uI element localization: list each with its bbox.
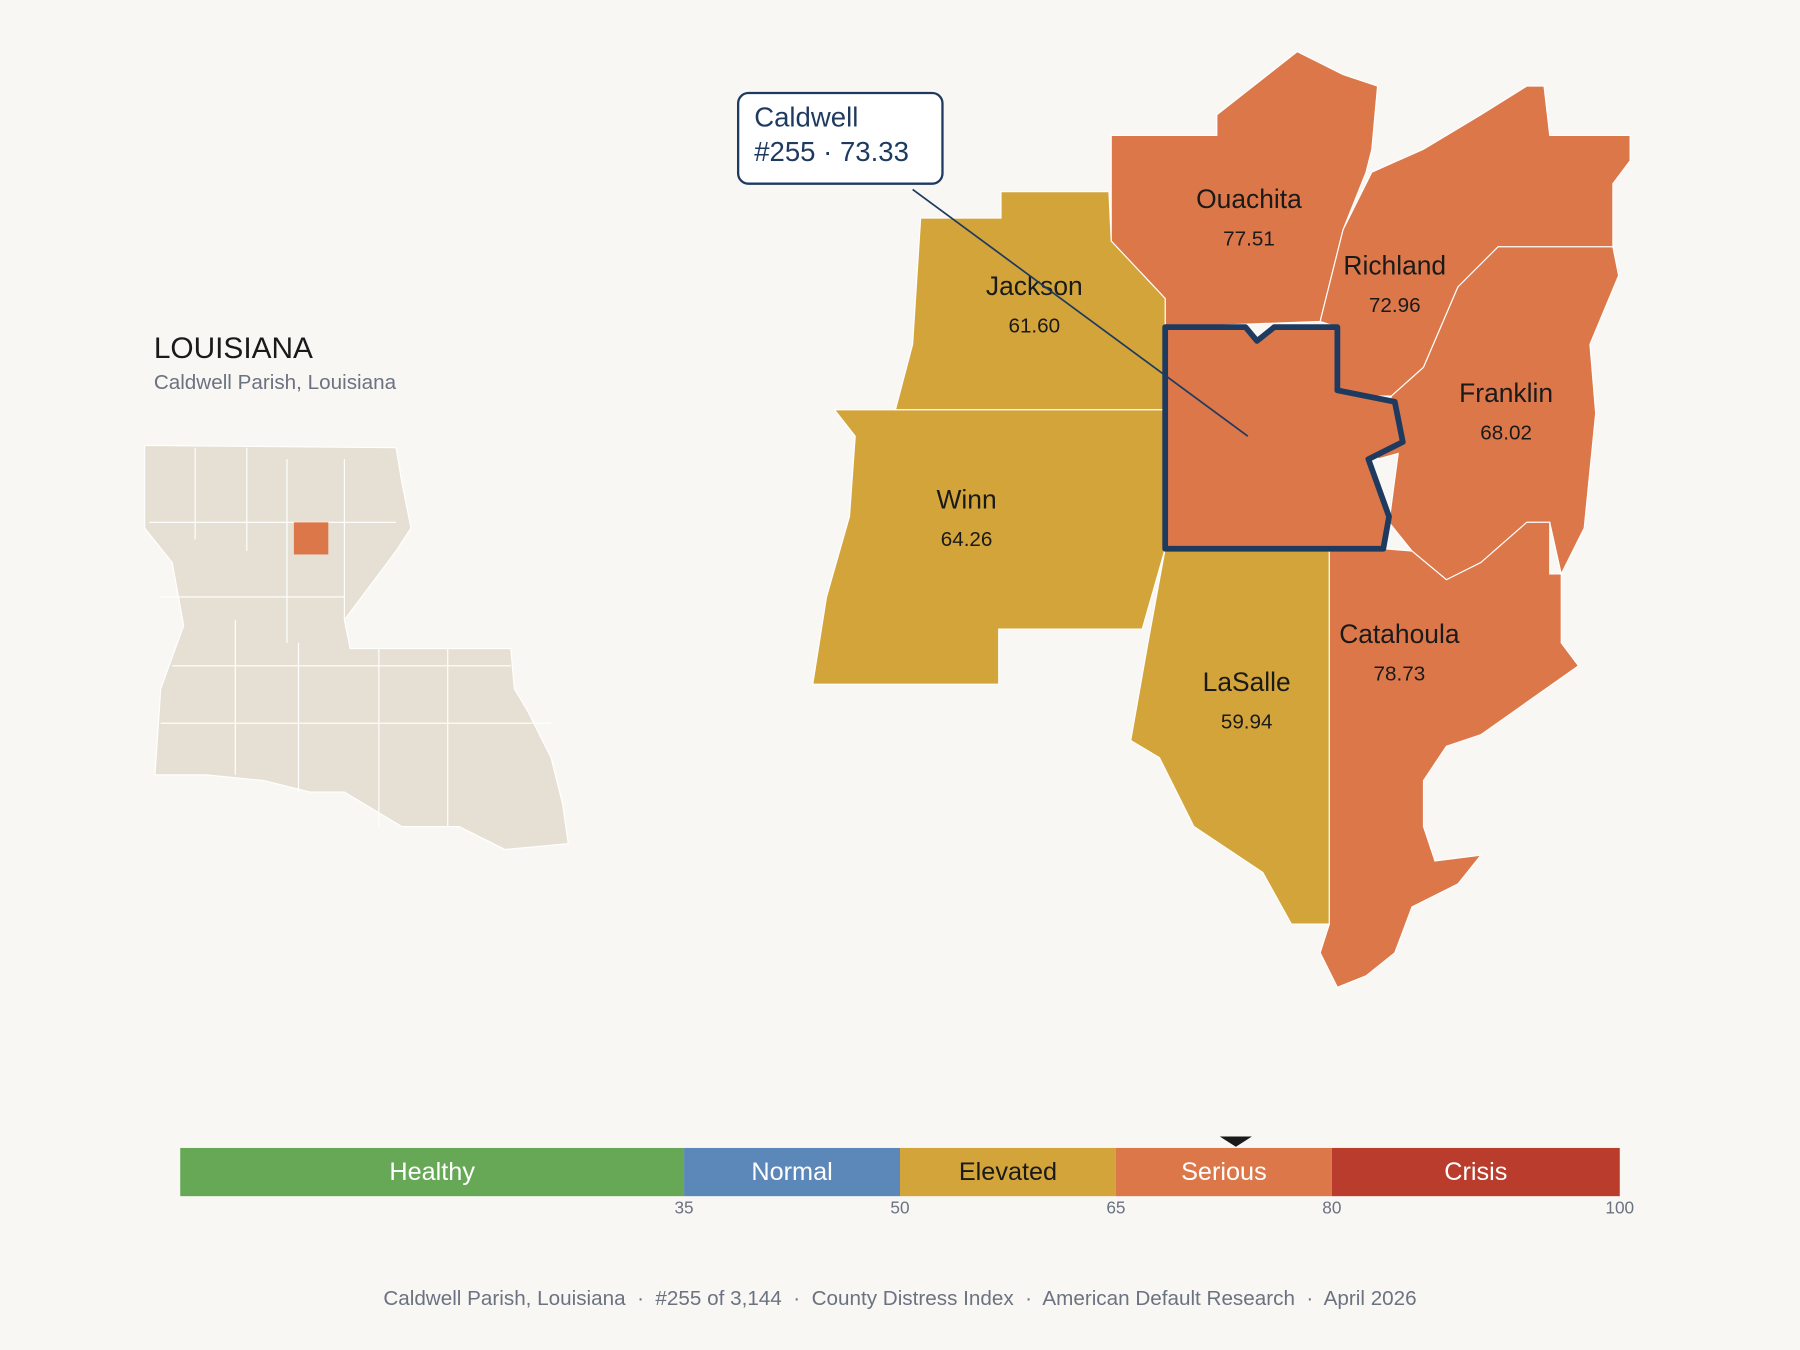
scale-tick-label: 35 bbox=[674, 1197, 693, 1217]
parish-name: Franklin bbox=[1459, 378, 1553, 408]
parish-value: 68.02 bbox=[1480, 421, 1532, 444]
parish-name: Winn bbox=[937, 485, 997, 515]
callout-separator: · bbox=[815, 136, 839, 167]
mini-highlight bbox=[293, 522, 329, 555]
scale-label: Normal bbox=[751, 1158, 832, 1186]
scale-segment bbox=[180, 1147, 685, 1197]
parish-value: 59.94 bbox=[1221, 711, 1273, 734]
parish-name: Ouachita bbox=[1196, 184, 1302, 214]
state-outline bbox=[144, 444, 569, 851]
distress-scale: Healthy Normal Elevated Serious Crisis 35 50 65… bbox=[180, 1136, 1634, 1217]
footer: Caldwell Parish, Louisiana · #255 of 3,1… bbox=[383, 1287, 1416, 1310]
scale-tick-label: 50 bbox=[890, 1197, 909, 1217]
callout-stats: #255 · 73.33 bbox=[754, 136, 909, 167]
parish-shape bbox=[894, 191, 1166, 411]
scale-segment bbox=[684, 1147, 900, 1197]
selected-parish[interactable] bbox=[1162, 324, 1406, 552]
parish-value: 78.73 bbox=[1374, 662, 1426, 685]
subtitle: Caldwell Parish, Louisiana bbox=[154, 371, 397, 394]
scale-tick-label: 80 bbox=[1322, 1197, 1341, 1217]
scale-label: Serious bbox=[1181, 1158, 1267, 1186]
callout-leader bbox=[912, 188, 1249, 437]
callout-box bbox=[736, 91, 944, 185]
scale-label: Elevated bbox=[959, 1158, 1057, 1186]
state-parish-lines bbox=[149, 447, 552, 827]
callout-score: 73.33 bbox=[840, 136, 909, 167]
scale-tick-label: 65 bbox=[1106, 1197, 1125, 1217]
parish-shape bbox=[1319, 521, 1580, 988]
parish-layer: Ouachita 77.51 Richland 72.96 Franklin 68.02 J… bbox=[812, 50, 1631, 988]
scale-segment bbox=[1115, 1147, 1332, 1197]
score-marker bbox=[1219, 1136, 1252, 1147]
scale-segment bbox=[1331, 1147, 1620, 1197]
parish-borders bbox=[149, 447, 552, 827]
scale-segment bbox=[900, 1147, 1116, 1197]
callout-name: Caldwell bbox=[754, 102, 858, 133]
parish-value: 61.60 bbox=[1008, 315, 1060, 338]
scale-label: Crisis bbox=[1444, 1158, 1507, 1186]
parish-value: 77.51 bbox=[1223, 227, 1275, 250]
parish-value: 64.26 bbox=[941, 528, 993, 551]
parish-name: LaSalle bbox=[1203, 667, 1291, 697]
parish-value: 72.96 bbox=[1369, 294, 1421, 317]
parish-name: Richland bbox=[1343, 250, 1446, 280]
parish-name: Jackson bbox=[986, 271, 1083, 301]
scale-tick-label: 100 bbox=[1605, 1197, 1634, 1217]
scale-label: Healthy bbox=[389, 1158, 475, 1186]
state-title: LOUISIANA bbox=[154, 332, 313, 365]
parish-name: Catahoula bbox=[1339, 619, 1460, 649]
callout-rank: #255 bbox=[754, 136, 815, 167]
